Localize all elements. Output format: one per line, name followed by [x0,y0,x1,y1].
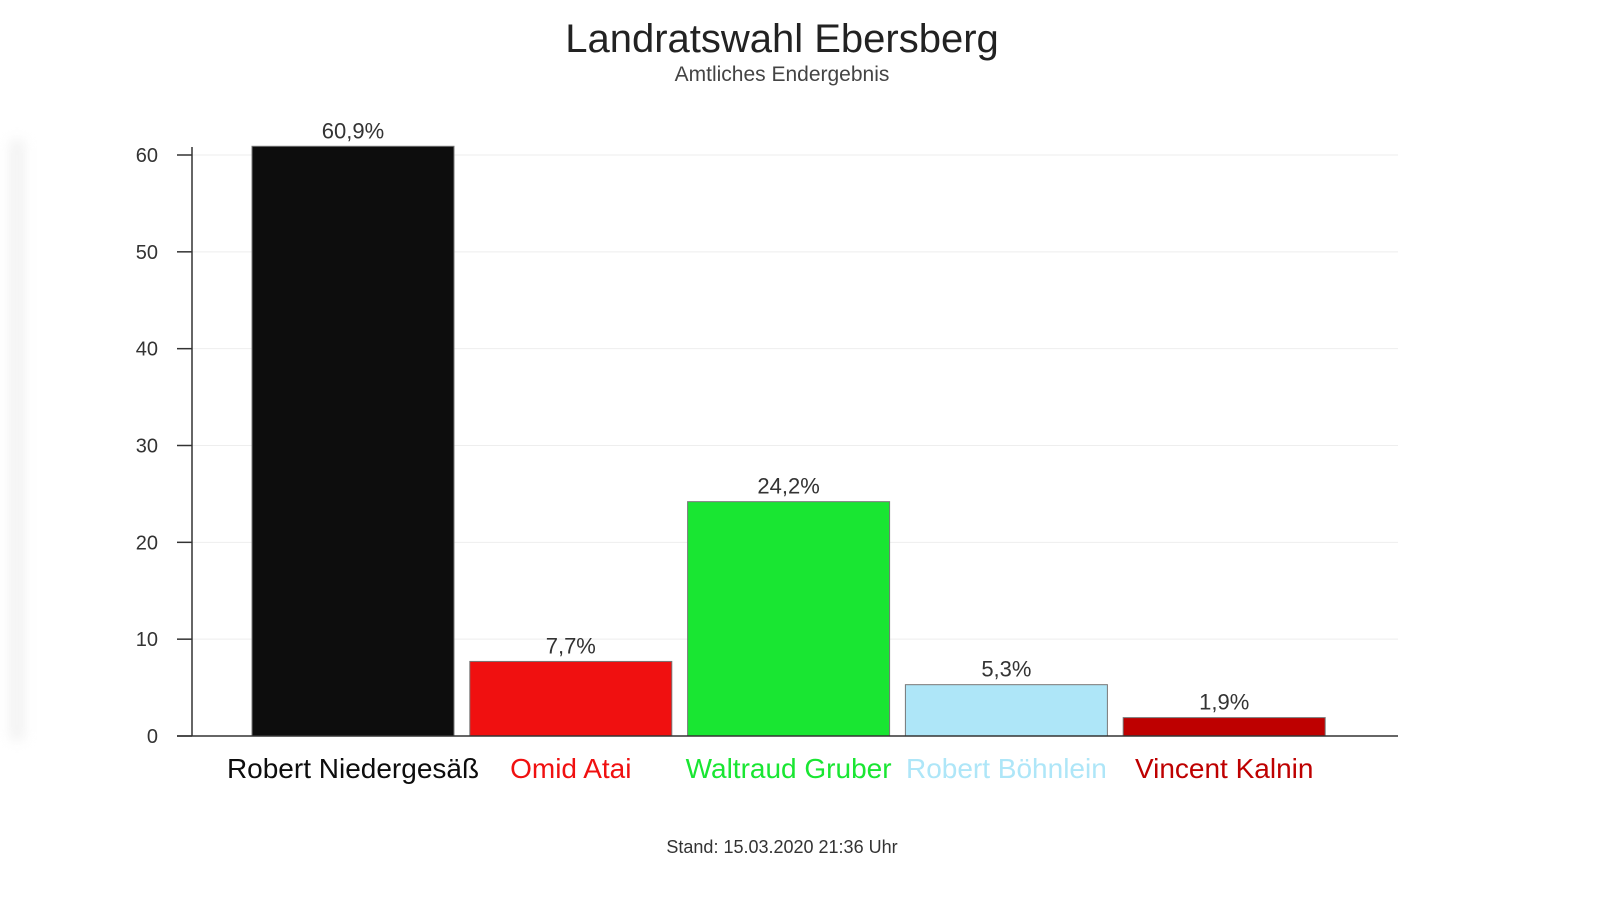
chart-title: Landratswahl Ebersberg [565,17,999,61]
y-tick-label: 50 [136,242,158,264]
data-label: 1,9% [1199,690,1249,715]
data-label: 5,3% [981,657,1031,682]
bar [469,660,673,737]
x-tick-label: Omid Atai [510,753,631,784]
y-tick-label: 10 [136,629,158,651]
y-tick-label: 40 [136,339,158,361]
blurred-background-axis [10,140,24,740]
bar [1122,717,1326,737]
data-label: 60,9% [322,118,384,143]
y-tick-label: 30 [136,436,158,458]
data-label: 24,2% [757,474,819,499]
x-tick-label: Vincent Kalnin [1135,753,1314,784]
bar [904,684,1108,737]
y-tick-label: 60 [136,145,158,167]
x-tick-label: Waltraud Gruber [686,753,892,784]
chart-footer: Stand: 15.03.2020 21:36 Uhr [666,837,897,857]
y-tick-label: 0 [147,726,158,748]
x-tick-label: Robert Niedergesäß [227,753,479,784]
x-tick-label: Robert Böhnlein [906,753,1107,784]
bar [687,501,891,737]
bar [251,145,455,737]
y-tick-label: 20 [136,532,158,554]
chart-subtitle: Amtliches Endergebnis [675,63,890,86]
data-label: 7,7% [546,633,596,658]
